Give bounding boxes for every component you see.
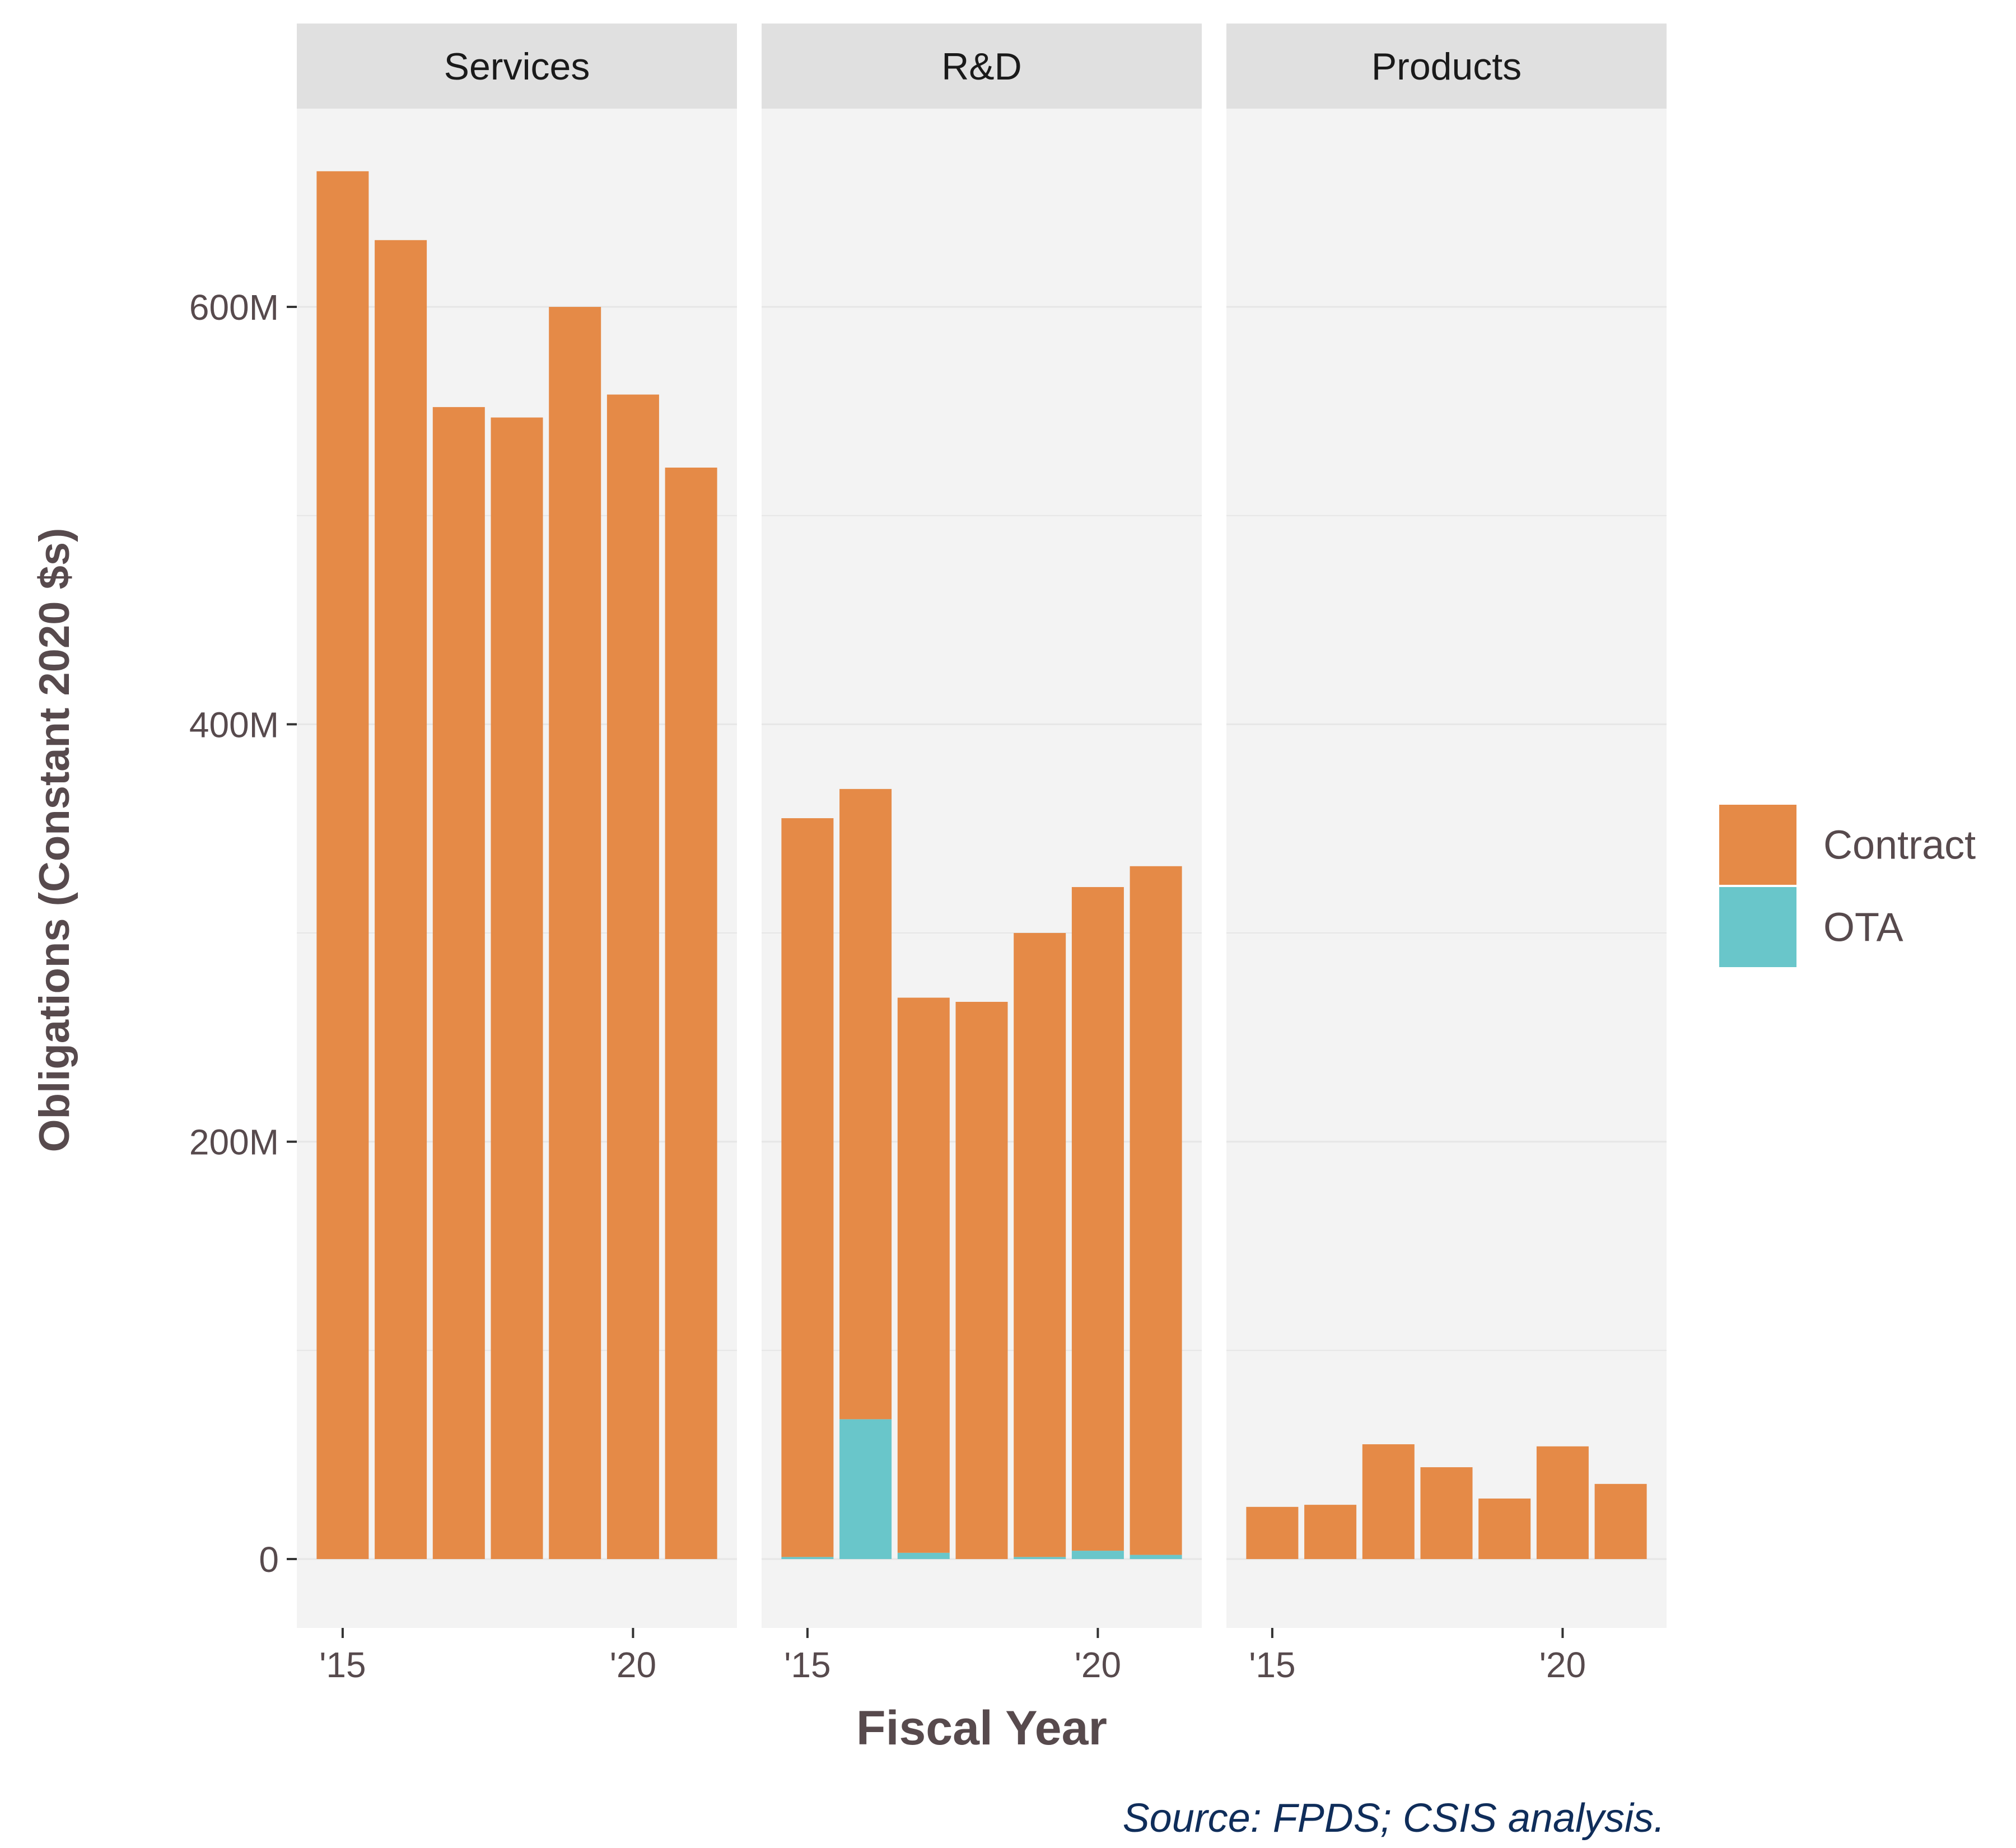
bar-contract [375,240,427,1560]
bar-ota [1130,1555,1182,1560]
bar-ota [1071,1551,1124,1560]
bar-contract [839,788,892,1420]
bar-contract [665,467,717,1560]
bar-contract [1478,1498,1531,1560]
x-tick-label: '20 [610,1645,656,1685]
bar-contract [1420,1467,1473,1560]
y-axis-title: Obligations (Constant 2020 $s) [31,528,78,1152]
bar-contract [1304,1505,1357,1560]
x-tick-label: '15 [1249,1645,1295,1685]
bar-ota [781,1557,834,1560]
facet-strip [1226,24,1667,109]
x-tick-label: '15 [319,1645,366,1685]
bar-contract [781,818,834,1557]
x-tick-label: '20 [1539,1645,1586,1685]
bar-contract [1014,933,1066,1557]
bar-contract [897,997,950,1553]
bar-ota [897,1552,950,1560]
legend-key-ota [1719,887,1796,967]
legend: Contract OTA [1719,805,1976,967]
y-tick-label: 200M [189,1122,279,1163]
x-tick-label: '15 [784,1645,830,1685]
bar-contract [1536,1446,1589,1560]
bar-contract [1594,1483,1647,1560]
facet-strip-label: Services [444,45,590,88]
y-tick-label: 0 [259,1539,279,1580]
legend-key-contract [1719,805,1796,885]
facet-strip [762,24,1202,109]
bar-contract [1362,1444,1415,1560]
facet-r-d: R&D '15 '20 [762,24,1202,1685]
bar-ota [839,1419,892,1560]
facet-strip-label: R&D [941,45,1022,88]
bar-contract [549,307,601,1560]
facet-strip-label: Products [1371,45,1522,88]
y-tick-label: 600M [189,287,279,328]
bar-contract [1071,887,1124,1551]
bar-contract [432,407,485,1560]
facet-services: Services '15 '20 [297,24,737,1685]
legend-label: Contract [1823,823,1976,868]
bar-contract [1130,866,1182,1555]
caption: Source: FPDS; CSIS analysis. [1123,1796,1665,1841]
y-axis: 0 200M 400M 600M [189,287,297,1580]
legend-label: OTA [1823,906,1903,950]
panel-background [1226,109,1667,1628]
x-tick-label: '20 [1075,1645,1121,1685]
facet-products: Products '15 '20 [1226,24,1667,1685]
x-axis-title: Fiscal Year [856,1701,1107,1755]
facet-panels: Services '15 '20 R&D '15 '20 Products '15 '20 [297,24,1667,1685]
bar-contract [491,417,543,1560]
y-tick-label: 400M [189,704,279,745]
bar-contract [1246,1506,1299,1560]
bar-contract [316,171,369,1560]
bar-ota [1014,1557,1066,1560]
bar-contract [606,394,659,1560]
facet-strip [297,24,737,109]
bar-contract [955,1002,1008,1560]
